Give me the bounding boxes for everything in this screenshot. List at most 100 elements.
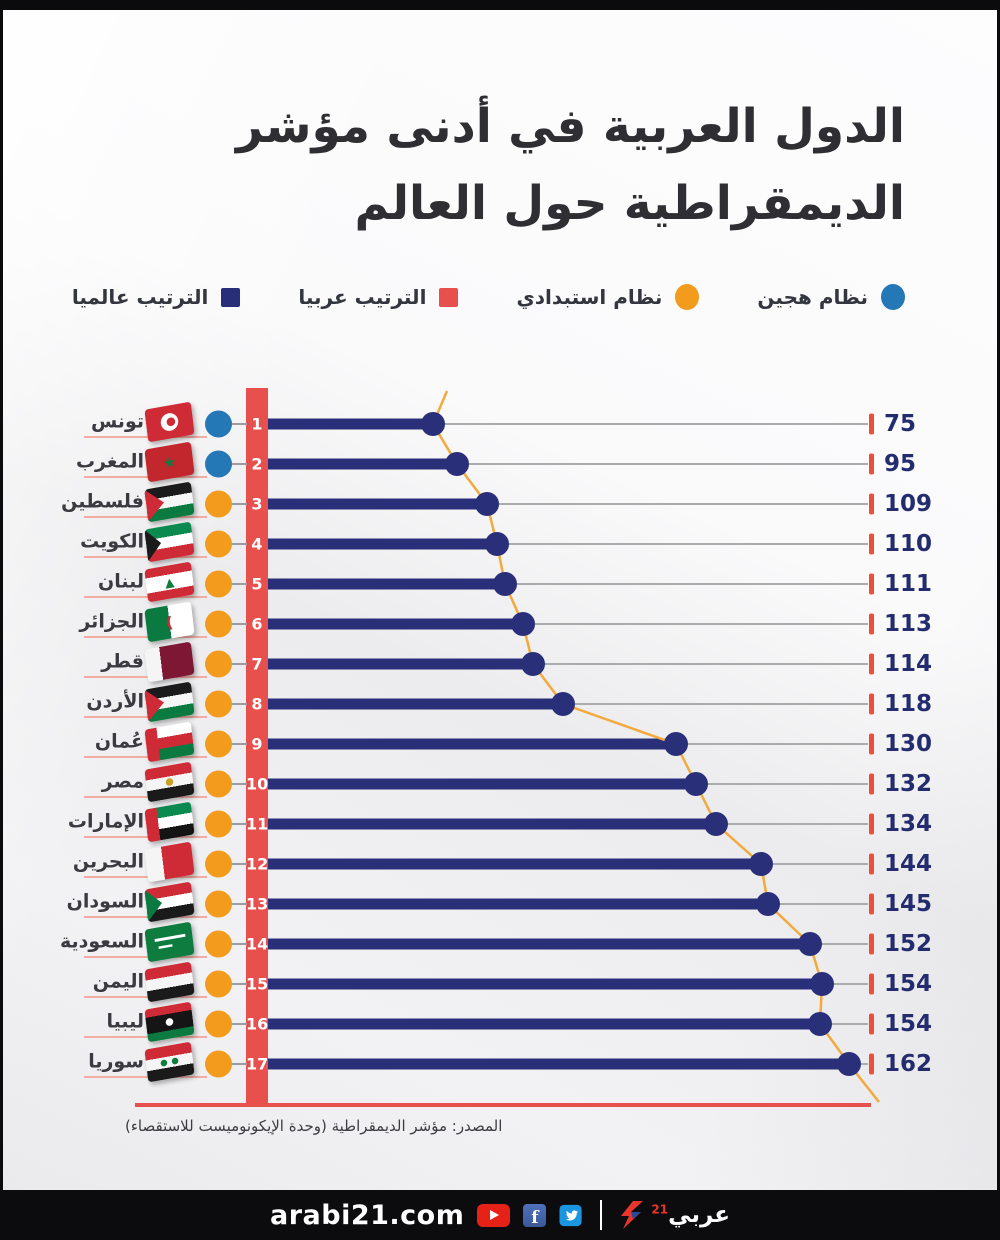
frame-top xyxy=(0,0,1000,10)
label-underline xyxy=(84,996,207,998)
country-label: لبنان xyxy=(98,570,144,593)
facebook-icon[interactable]: f xyxy=(523,1203,547,1227)
arabi21-logo[interactable]: عربي21 xyxy=(619,1201,730,1229)
arabi21-logo-text: عربي21 xyxy=(651,1202,730,1228)
world-rank: 114 xyxy=(884,651,933,677)
label-underline xyxy=(84,876,207,878)
dot-connector-line xyxy=(230,463,247,465)
legend-item-world-rank: الترتيب عالميا xyxy=(72,285,241,309)
label-underline xyxy=(84,916,207,918)
value-tick-icon xyxy=(869,493,874,515)
arab-rank: 16 xyxy=(246,1014,269,1034)
label-underline xyxy=(84,436,207,438)
country-label: اليمن xyxy=(92,970,144,993)
world-rank: 132 xyxy=(884,771,933,797)
arab-rank: 10 xyxy=(246,774,269,794)
dot-connector-line xyxy=(230,983,247,985)
label-underline xyxy=(84,596,207,598)
world-rank: 152 xyxy=(884,931,933,957)
dot-connector-line xyxy=(230,503,247,505)
dot-connector-line xyxy=(230,1023,247,1025)
frame-right xyxy=(997,0,1000,1240)
dot-connector-line xyxy=(230,903,247,905)
world-rank: 111 xyxy=(884,571,933,597)
chart-row: الجزائر 6 113 xyxy=(0,601,1000,644)
rank-bar xyxy=(268,418,433,430)
value-tick-icon xyxy=(869,573,874,595)
dot-connector-line xyxy=(230,823,247,825)
regime-dot xyxy=(205,930,232,958)
arab-rank: 3 xyxy=(251,494,263,514)
dot-connector-line xyxy=(230,943,247,945)
twitter-icon[interactable] xyxy=(559,1204,583,1227)
chart-row: السعودية 14 152 xyxy=(0,921,1000,964)
arab-rank: 17 xyxy=(246,1054,269,1074)
legend-label: الترتيب عالميا xyxy=(71,285,209,309)
arab-rank: 15 xyxy=(246,974,269,994)
rank-bar xyxy=(268,538,497,550)
value-tick-icon xyxy=(869,893,874,915)
arab-rank: 2 xyxy=(251,454,263,474)
arab-rank: 12 xyxy=(246,854,269,874)
label-underline xyxy=(84,556,207,558)
regime-dot xyxy=(205,810,232,838)
rank-bar xyxy=(268,698,563,710)
label-underline xyxy=(84,836,207,838)
regime-dot xyxy=(205,570,232,598)
world-rank: 113 xyxy=(884,611,933,637)
dot-connector-line xyxy=(230,623,247,625)
arab-rank: 13 xyxy=(246,894,269,914)
regime-dot xyxy=(205,690,232,718)
world-rank: 130 xyxy=(884,731,933,757)
arab-rank: 4 xyxy=(251,534,263,554)
rank-bar xyxy=(268,938,810,950)
arab-rank: 5 xyxy=(251,574,263,594)
legend-item-authoritarian: نظام استبدادي xyxy=(516,284,700,310)
value-tick-icon xyxy=(869,613,874,635)
world-rank-swatch-icon xyxy=(221,287,241,307)
label-underline xyxy=(84,676,207,678)
regime-dot xyxy=(205,530,232,558)
country-label: تونس xyxy=(90,410,144,433)
chart-row: الإمارات 11 134 xyxy=(0,801,1000,844)
country-label: ليبيا xyxy=(106,1010,144,1033)
country-label: الأردن xyxy=(86,690,144,713)
rank-bar xyxy=(268,978,822,990)
authoritarian-regime-swatch-icon xyxy=(675,284,700,310)
arabi21-logo-icon xyxy=(621,1201,644,1229)
value-tick-icon xyxy=(869,1053,874,1075)
country-label: الإمارات xyxy=(67,810,144,833)
world-rank: 95 xyxy=(884,451,917,477)
arab-rank-swatch-icon xyxy=(439,287,459,307)
value-tick-icon xyxy=(869,653,874,675)
chart-row: السودان 13 145 xyxy=(0,881,1000,924)
chart-row: ليبيا 16 154 xyxy=(0,1001,1000,1044)
youtube-icon[interactable] xyxy=(477,1203,511,1227)
arab-rank: 6 xyxy=(251,614,263,634)
label-underline xyxy=(84,476,207,478)
hybrid-regime-swatch-icon xyxy=(881,284,905,310)
rank-bar xyxy=(268,898,768,910)
rank-bar xyxy=(268,858,761,870)
chart-row: لبنان 5 111 xyxy=(0,561,1000,604)
regime-dot xyxy=(205,490,232,518)
label-underline xyxy=(84,796,207,798)
world-rank: 75 xyxy=(884,411,917,437)
world-rank: 145 xyxy=(884,891,933,917)
rank-bar xyxy=(268,658,533,670)
site-url[interactable]: arabi21.com xyxy=(270,1199,465,1231)
country-label: فلسطين xyxy=(61,490,144,513)
label-underline xyxy=(84,516,207,518)
value-tick-icon xyxy=(869,933,874,955)
chart-row: مصر 10 132 xyxy=(0,761,1000,804)
dot-connector-line xyxy=(230,783,247,785)
rank-bar xyxy=(268,498,487,510)
dot-connector-line xyxy=(230,743,247,745)
country-label: سوريا xyxy=(88,1050,144,1073)
country-label: الجزائر xyxy=(79,610,144,633)
label-underline xyxy=(84,1076,207,1078)
value-tick-icon xyxy=(869,813,874,835)
chart-row: فلسطين 3 109 xyxy=(0,481,1000,524)
rank-bar xyxy=(268,458,457,470)
chart-row: البحرين 12 144 xyxy=(0,841,1000,884)
